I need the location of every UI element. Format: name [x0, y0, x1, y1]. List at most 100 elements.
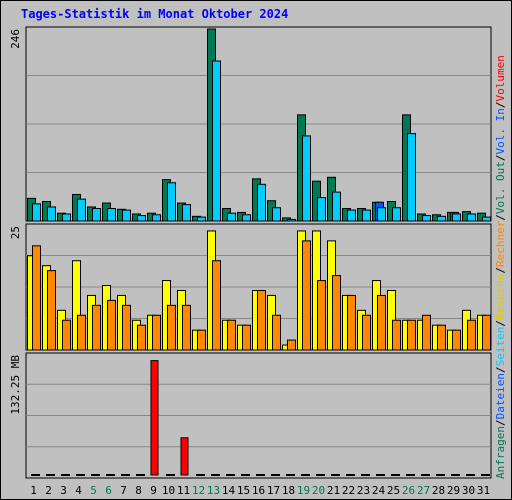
legend-part: Dateien [494, 373, 507, 419]
legend-part: Rechner [494, 220, 507, 267]
legend-part: Volumen [494, 55, 507, 101]
chart-title: Tages-Statistik im Monat Oktober 2024 [21, 7, 289, 21]
x-tick-label-2: 2 [45, 484, 52, 497]
x-tick-label-25: 25 [387, 484, 400, 497]
bar-dateien-19 [302, 135, 311, 222]
x-tick-label-19: 19 [297, 484, 310, 497]
bar-rechner-12 [197, 329, 206, 351]
x-tick-label-28: 28 [432, 484, 445, 497]
x-tick-label-16: 16 [252, 484, 265, 497]
bar-rechner-21 [332, 275, 341, 351]
bar-rechner-27 [422, 314, 431, 351]
bar-dateien-5 [92, 208, 101, 222]
bar-dateien-13 [212, 60, 221, 222]
bar-dateien-10 [167, 182, 176, 222]
bar-rechner-13 [212, 260, 221, 351]
x-tick-label-9: 9 [150, 484, 157, 497]
bar-dateien-20 [317, 197, 326, 222]
bar-dateien-9 [152, 214, 161, 222]
legend-part: Seiten [494, 327, 507, 367]
bar-rechner-16 [257, 289, 266, 351]
bar-rechner-20 [317, 280, 326, 351]
bar-dateien-15 [242, 214, 251, 222]
y-max-label-hits: 246 [9, 29, 22, 49]
bar-rechner-17 [272, 314, 281, 351]
x-tick-label-1: 1 [30, 484, 37, 497]
legend-part: / [494, 154, 507, 161]
bar-dateien-17 [272, 207, 281, 222]
bar-rechner-1 [32, 245, 41, 351]
bar-rechner-26 [407, 319, 416, 351]
bar-dateien-18 [287, 218, 296, 222]
bar-dateien-25 [392, 207, 401, 222]
x-tick-label-10: 10 [162, 484, 175, 497]
bar-rechner-18 [287, 339, 296, 351]
bar-rechner-24 [377, 294, 386, 351]
bar-rechner-6 [107, 299, 116, 351]
x-tick-label-7: 7 [120, 484, 127, 497]
bar-dateien-21 [332, 191, 341, 222]
x-tick-label-30: 30 [462, 484, 475, 497]
y-max-label-volume: 132.25 MB [9, 355, 22, 415]
x-tick-label-13: 13 [207, 484, 220, 497]
bar-rechner-10 [167, 304, 176, 351]
legend-part: Besuche [494, 274, 507, 320]
bar-rechner-2 [47, 270, 56, 351]
right-legend-label: Anfragen/Dateien/Seiten/Besuche/Rechner/… [494, 55, 507, 479]
x-tick-label-8: 8 [135, 484, 142, 497]
legend-part: / [494, 320, 507, 327]
bar-dateien-22 [347, 209, 356, 222]
legend-part: / [494, 101, 507, 108]
bar-dateien-28 [437, 215, 446, 222]
x-tick-label-22: 22 [342, 484, 355, 497]
x-tick-label-31: 31 [477, 484, 490, 497]
bar-dateien-2 [47, 206, 56, 222]
bar-rechner-23 [362, 314, 371, 351]
legend-part: Vol. In [494, 108, 507, 154]
x-tick-label-3: 3 [60, 484, 67, 497]
y-max-label-visits: 25 [9, 226, 22, 239]
bar-dateien-29 [452, 213, 461, 222]
x-tick-label-15: 15 [237, 484, 250, 497]
bar-dateien-7 [122, 209, 131, 222]
x-tick-label-27: 27 [417, 484, 430, 497]
x-tick-label-20: 20 [312, 484, 325, 497]
x-tick-label-11: 11 [177, 484, 190, 497]
bar-rechner-3 [62, 319, 71, 351]
bar-rechner-25 [392, 319, 401, 351]
x-tick-label-24: 24 [372, 484, 386, 497]
x-tick-label-17: 17 [267, 484, 280, 497]
bar-rechner-11 [182, 304, 191, 351]
bar-dateien-8 [137, 215, 146, 222]
bar-rechner-19 [302, 240, 311, 351]
bar-rechner-7 [122, 304, 131, 351]
bar-rechner-29 [452, 329, 461, 351]
bar-dateien-4 [77, 198, 86, 222]
legend-part: Vol. Out [494, 161, 507, 214]
legend-part: / [494, 366, 507, 373]
bar-dateien-30 [467, 213, 476, 222]
bar-rechner-14 [227, 319, 236, 351]
bar-dateien-16 [257, 183, 266, 222]
bar-dateien-11 [182, 204, 191, 222]
bar-dateien-27 [422, 215, 431, 222]
bar-rechner-4 [77, 314, 86, 351]
x-tick-label-26: 26 [402, 484, 415, 497]
x-tick-label-12: 12 [192, 484, 205, 497]
bar-rechner-28 [437, 324, 446, 351]
bar-rechner-31 [482, 314, 491, 351]
bar-rechner-22 [347, 294, 356, 351]
bar-rechner-5 [92, 304, 101, 351]
legend-part: Anfragen [494, 426, 507, 479]
legend-part: / [494, 419, 507, 426]
bar-besuche-4 [72, 260, 81, 351]
bar-dateien-12 [197, 216, 206, 222]
x-tick-label-5: 5 [90, 484, 97, 497]
bar-dateien-31 [482, 216, 491, 222]
bar-dateien-1 [32, 203, 41, 222]
bar-dateien-14 [227, 212, 236, 222]
legend-part: / [494, 214, 507, 221]
legend-part: / [494, 267, 507, 274]
